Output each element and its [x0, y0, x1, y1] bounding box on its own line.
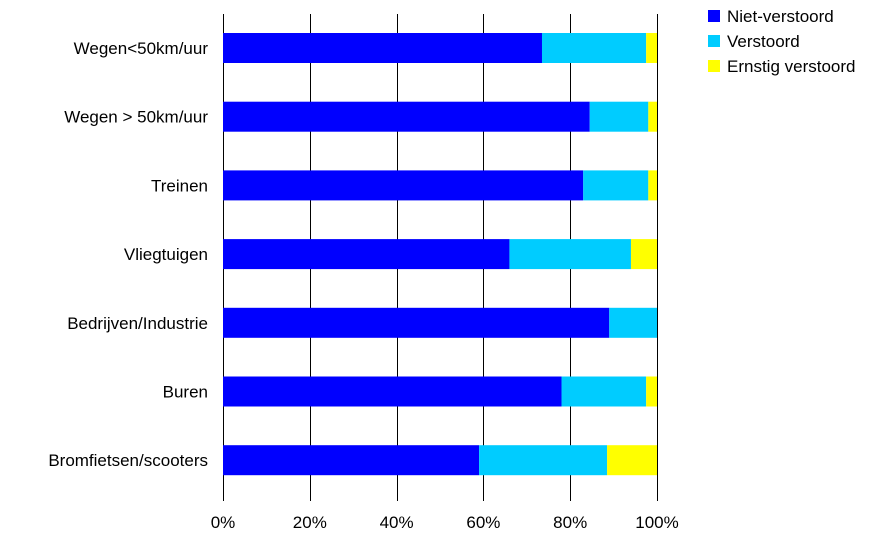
legend-swatch	[708, 60, 720, 72]
legend-swatch	[708, 10, 720, 22]
bar-segment	[223, 170, 584, 201]
legend: Niet-verstoord Verstoord Ernstig verstoord	[708, 7, 856, 76]
bar-segment	[583, 170, 649, 201]
bar-segment	[646, 376, 657, 407]
legend-label: Ernstig verstoord	[727, 57, 856, 76]
bar-segment	[223, 33, 542, 63]
legend-label: Niet-verstoord	[727, 7, 834, 26]
category-label: Vliegtuigen	[124, 245, 208, 264]
x-tick-label: 100%	[635, 513, 678, 532]
x-tick-label: 80%	[553, 513, 587, 532]
bar-segment	[223, 376, 562, 407]
x-tick-label: 40%	[380, 513, 414, 532]
bar-segment	[648, 101, 657, 132]
category-label: Bromfietsen/scooters	[48, 451, 208, 470]
bar-segment	[646, 33, 657, 63]
bar-segment	[589, 101, 649, 132]
legend-swatch	[708, 35, 720, 47]
bars	[223, 33, 657, 476]
bar-segment	[509, 239, 631, 270]
bar-segment	[630, 239, 657, 270]
bar-segment	[223, 445, 480, 476]
category-label: Buren	[163, 383, 208, 402]
legend-label: Verstoord	[727, 32, 800, 51]
category-label: Wegen > 50km/uur	[64, 108, 208, 127]
category-labels: Wegen<50km/uur Wegen > 50km/uur Treinen Vli…	[48, 39, 208, 470]
x-tick-label: 0%	[211, 513, 236, 532]
bar-segment	[223, 307, 610, 338]
x-tick-labels: 0% 20% 40% 60% 80% 100%	[211, 513, 679, 532]
bar-segment	[223, 101, 590, 132]
bar-segment	[607, 445, 657, 476]
x-tick-label: 60%	[466, 513, 500, 532]
category-label: Bedrijven/Industrie	[67, 314, 208, 333]
category-label: Wegen<50km/uur	[74, 39, 209, 58]
bar-segment	[561, 376, 647, 407]
bar-segment	[541, 33, 647, 63]
bar-segment	[609, 307, 657, 338]
bar-segment	[648, 170, 657, 201]
bar-segment	[223, 239, 510, 270]
x-tick-label: 20%	[293, 513, 327, 532]
bar-segment	[479, 445, 608, 476]
category-label: Treinen	[151, 176, 208, 195]
